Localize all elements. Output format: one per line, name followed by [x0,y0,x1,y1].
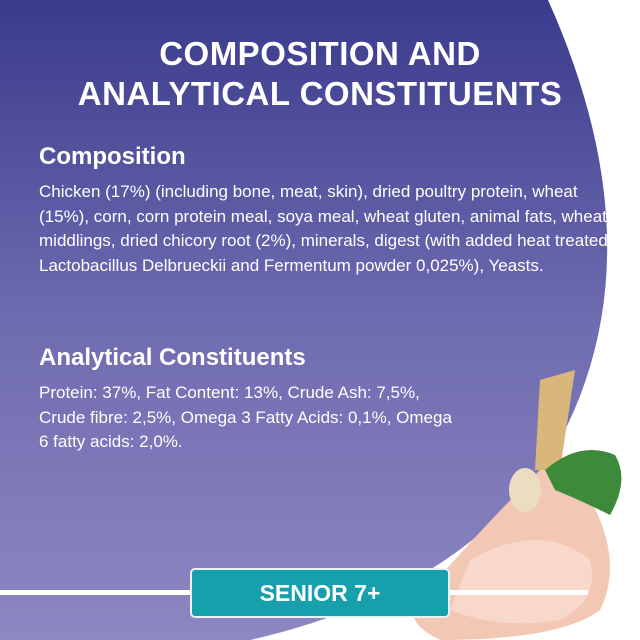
divider-right [448,590,588,595]
ingredients-illustration [413,370,622,640]
title-line-1: COMPOSITION AND [159,35,481,72]
senior-badge: SENIOR 7+ [190,568,450,618]
title-line-2: ANALYTICAL CONSTITUENTS [77,75,563,112]
analytical-text: Protein: 37%, Fat Content: 13%, Crude As… [39,383,452,451]
page-title: COMPOSITION AND ANALYTICAL CONSTITUENTS [0,34,640,114]
composition-heading: Composition [39,143,186,170]
analytical-heading: Analytical Constituents [39,344,306,371]
divider-left [0,590,190,595]
composition-text: Chicken (17%) (including bone, meat, ski… [39,182,608,275]
